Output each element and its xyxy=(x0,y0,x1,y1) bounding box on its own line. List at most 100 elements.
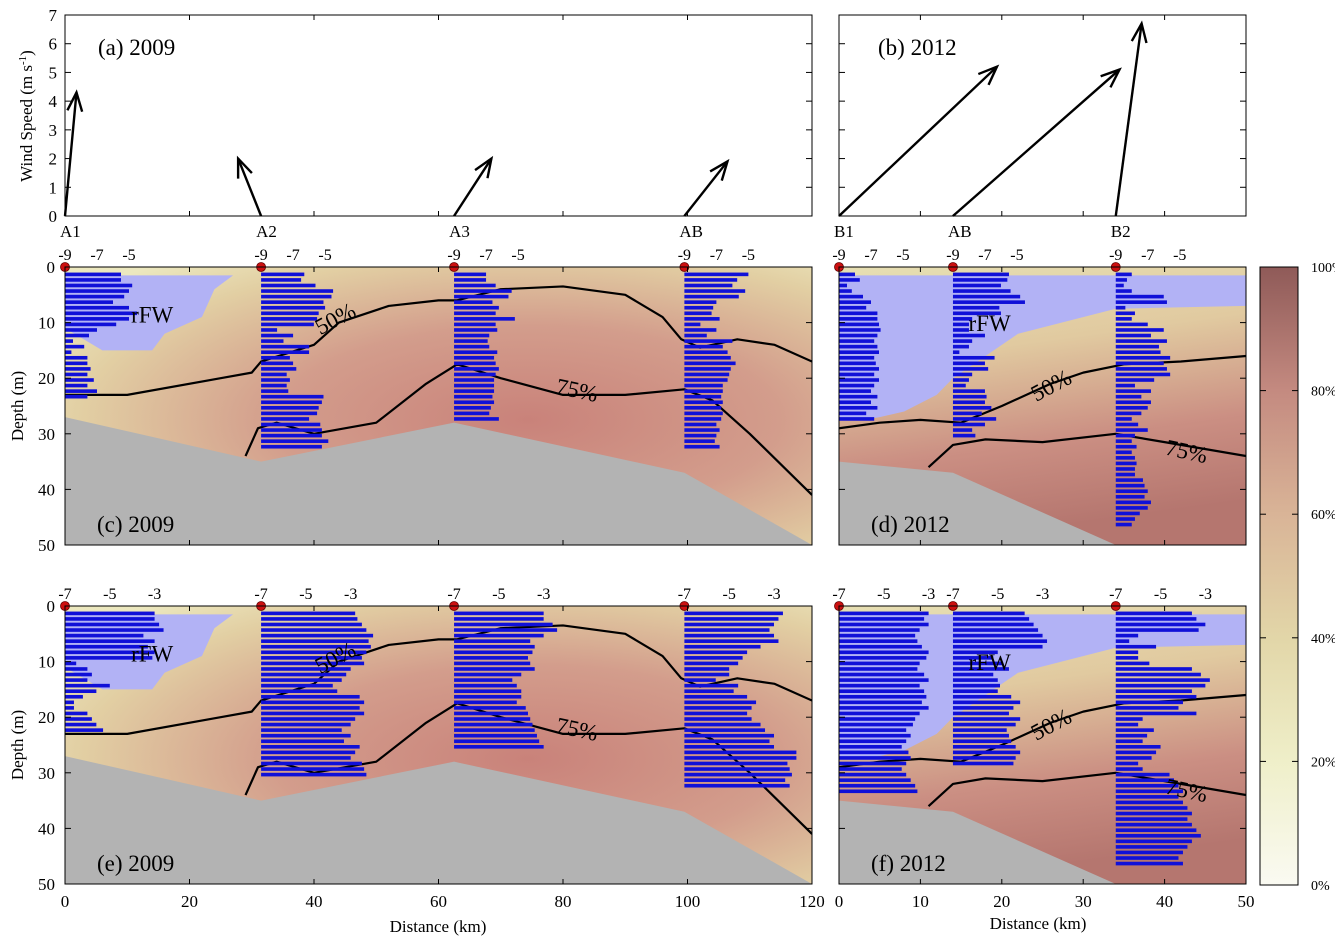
station-bar-a3 xyxy=(454,339,488,343)
bar-axis-tick: -7 xyxy=(447,586,460,603)
station-bar-b1 xyxy=(839,339,875,343)
station-bar-ab xyxy=(952,300,1025,304)
station-bar-b2 xyxy=(1115,745,1161,749)
station-bar-a2 xyxy=(261,444,322,449)
station-bar-a2 xyxy=(261,617,358,621)
station-bar-b2 xyxy=(1115,272,1132,277)
station-bar-a2 xyxy=(261,361,294,366)
seafloor xyxy=(65,417,812,545)
station-bar-b2 xyxy=(1115,756,1152,760)
station-bar-ab xyxy=(684,333,707,338)
wind-arrow-a2 xyxy=(237,158,263,217)
station-bar-a3 xyxy=(454,411,490,416)
station-bar-b1 xyxy=(839,644,922,649)
x-tick-label: 30 xyxy=(1075,892,1092,911)
station-bar-b2 xyxy=(1115,394,1142,399)
station-bar-b2 xyxy=(1115,311,1135,316)
station-bar-b2 xyxy=(1115,322,1148,327)
wind-arrow-ab xyxy=(683,160,729,217)
station-label-b1: B1 xyxy=(834,222,854,241)
station-bar-b2 xyxy=(1115,789,1183,794)
station-bar-ab xyxy=(684,317,720,321)
station-bar-b2 xyxy=(1115,806,1188,810)
colorbar-tick-label: 20% xyxy=(1311,755,1335,770)
station-bar-ab xyxy=(952,411,982,416)
station-bar-b2 xyxy=(1115,650,1139,655)
bar-axis-tick: -3 xyxy=(1199,586,1212,603)
station-bar-a1 xyxy=(65,717,92,721)
station-bar-ab xyxy=(684,328,717,332)
bar-axis-tick: -5 xyxy=(1173,247,1186,264)
station-bar-a2 xyxy=(261,406,319,410)
bar-axis-tick: -3 xyxy=(767,586,780,603)
bar-axis-tick: -9 xyxy=(254,247,267,264)
station-bar-a3 xyxy=(454,367,499,371)
y-tick-label: 30 xyxy=(38,425,55,444)
station-bar-b1 xyxy=(839,328,881,332)
station-bar-a3 xyxy=(454,305,499,310)
station-bar-b1 xyxy=(839,406,878,410)
bar-axis-tick: -7 xyxy=(864,247,877,264)
bar-axis-tick: -7 xyxy=(1141,247,1154,264)
station-bar-a3 xyxy=(454,706,526,710)
distance-xlabel-right: Distance (km) xyxy=(990,914,1087,933)
x-tick-label: 40 xyxy=(306,892,323,911)
station-bar-ab xyxy=(952,322,969,327)
station-bar-a2 xyxy=(261,745,360,749)
section-body xyxy=(65,606,812,884)
bar-axis-tick: -5 xyxy=(1154,586,1167,603)
rfw-annotation: rFW xyxy=(131,642,173,667)
station-bar-a2 xyxy=(261,305,326,310)
station-bar-a3 xyxy=(454,350,498,355)
station-bar-b1 xyxy=(839,417,875,421)
contour-75 xyxy=(927,432,1246,468)
station-bar-b2 xyxy=(1115,800,1183,805)
station-bar-a1 xyxy=(65,611,155,616)
station-bar-ab xyxy=(952,383,966,388)
station-bar-b1 xyxy=(839,355,875,360)
station-bar-a2 xyxy=(261,389,289,393)
station-bar-b1 xyxy=(839,711,920,716)
station-bar-a1 xyxy=(65,322,117,327)
station-bar-ab xyxy=(952,283,1001,288)
bar-axis-tick: -3 xyxy=(148,586,161,603)
station-bar-ab xyxy=(684,772,792,777)
station-bar-a2 xyxy=(261,672,347,677)
station-bar-ab xyxy=(684,361,736,366)
distance-xlabel-left: Distance (km) xyxy=(390,917,487,936)
station-bar-b2 xyxy=(1115,739,1143,744)
panel-f-label: (f) 2012 xyxy=(871,851,946,876)
colorbar-tick-label: 0% xyxy=(1311,879,1330,894)
station-bar-a3 xyxy=(454,311,496,316)
station-bar-b1 xyxy=(839,733,911,738)
station-bar-b2 xyxy=(1115,639,1130,643)
station-bar-b2 xyxy=(1115,372,1171,377)
bar-axis-tick: -7 xyxy=(710,247,723,264)
station-bar-a3 xyxy=(454,633,544,638)
station-bar-a2 xyxy=(261,278,302,282)
station-bar-b1 xyxy=(839,745,902,749)
station-bar-b2 xyxy=(1115,344,1159,349)
station-bar-b1 xyxy=(839,317,878,321)
station-bar-ab xyxy=(952,272,1009,277)
station-bar-ab xyxy=(684,294,739,299)
station-bar-ab xyxy=(684,433,717,438)
depth-ylabel-bottom: Depth (m) xyxy=(8,710,27,780)
bar-axis-tick: -5 xyxy=(318,247,331,264)
station-bar-a3 xyxy=(454,639,531,643)
station-bar-b1 xyxy=(839,294,863,299)
x-tick-label: 50 xyxy=(1238,892,1255,911)
station-bar-a3 xyxy=(454,678,513,682)
station-bar-b2 xyxy=(1115,367,1167,371)
wind-arrowhead xyxy=(66,89,84,113)
station-bar-a2 xyxy=(261,283,316,288)
bar-axis-tick: -7 xyxy=(946,586,959,603)
station-label-a1: A1 xyxy=(60,222,81,241)
station-bar-b2 xyxy=(1115,700,1183,705)
station-bar-b2 xyxy=(1115,339,1167,343)
station-bar-a2 xyxy=(261,644,371,649)
rfw-region xyxy=(65,275,234,351)
station-bar-ab xyxy=(684,305,714,310)
station-bar-b2 xyxy=(1115,861,1183,866)
